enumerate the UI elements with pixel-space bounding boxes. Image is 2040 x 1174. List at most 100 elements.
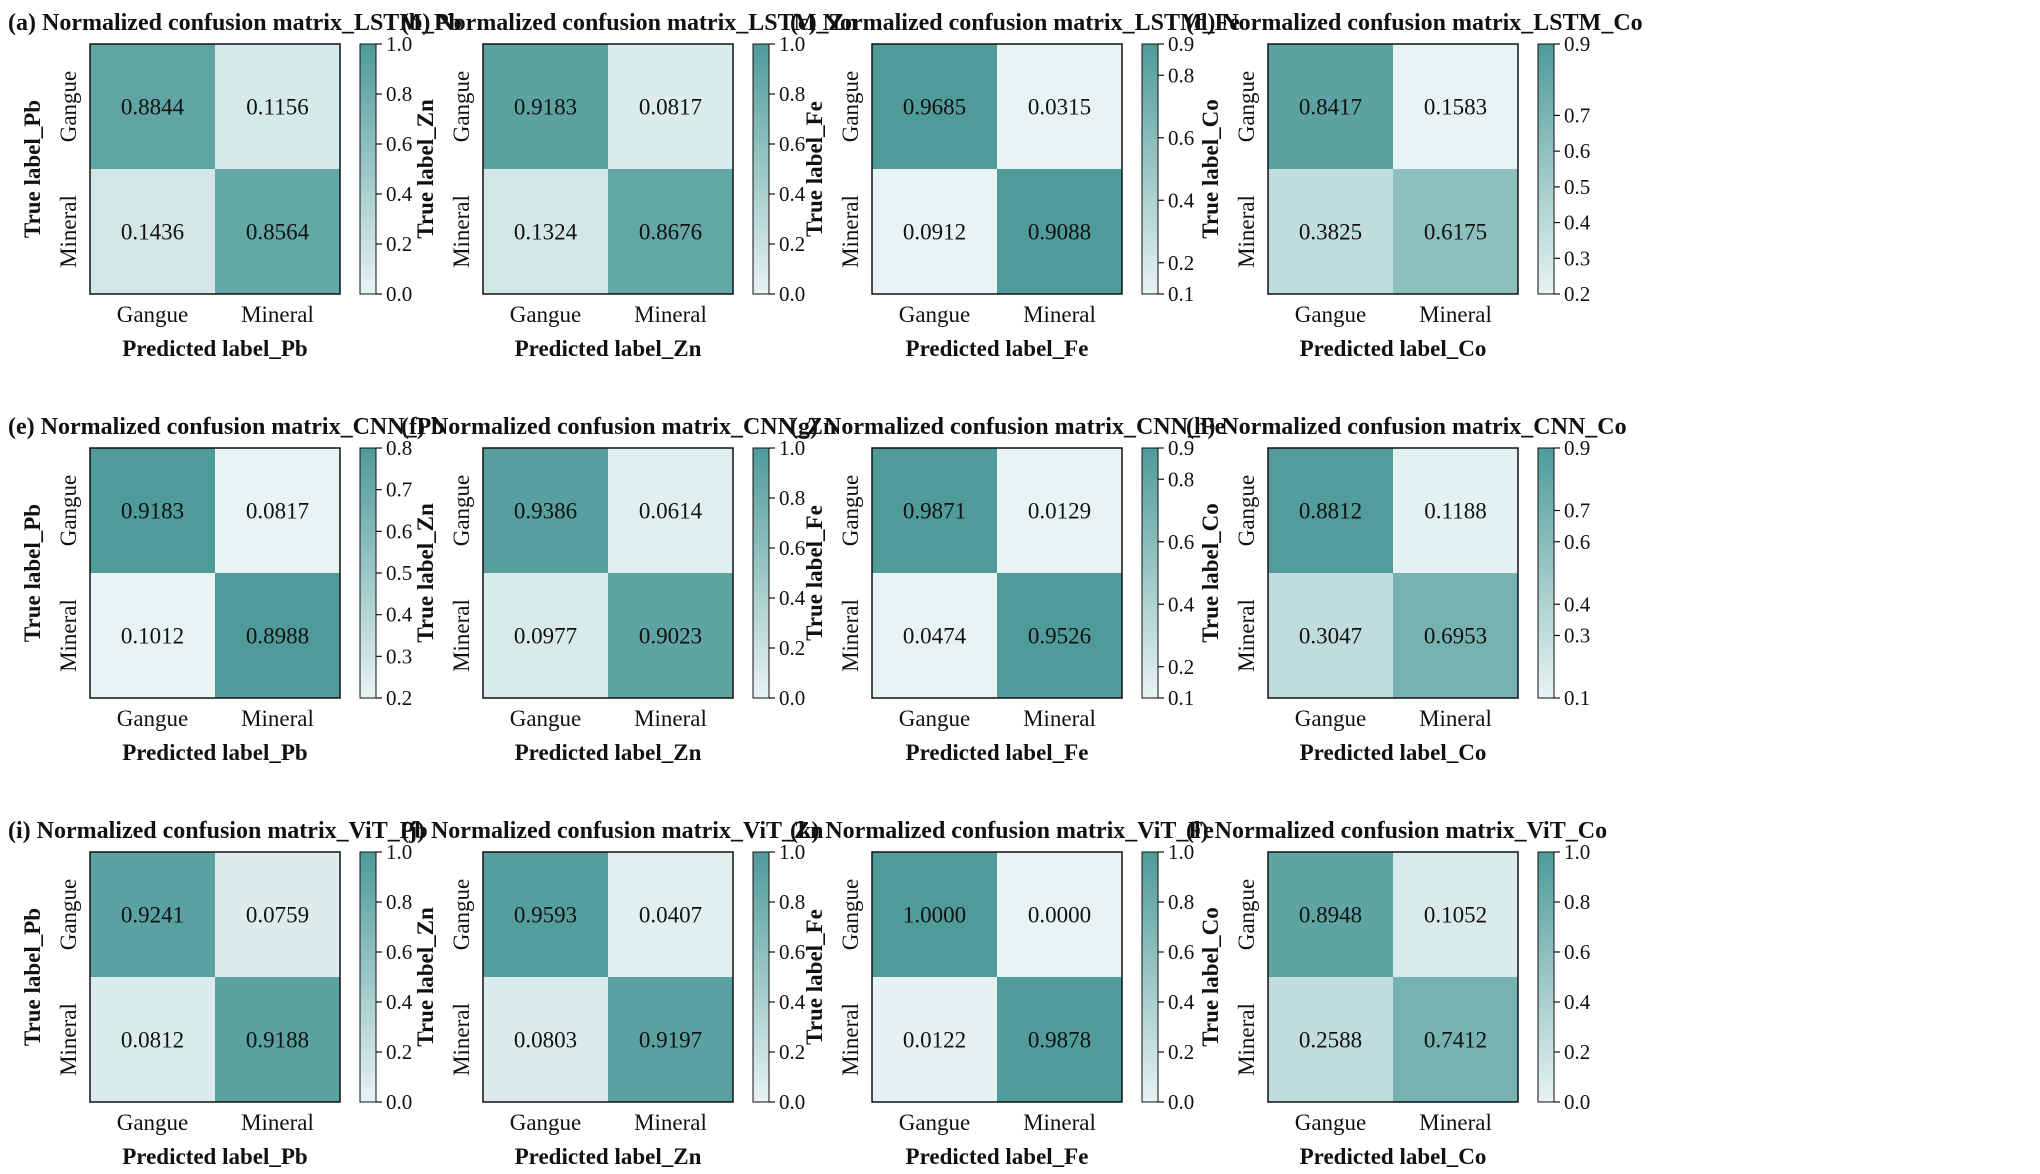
cell-value: 0.0122 bbox=[903, 1028, 966, 1053]
cell-value: 0.8812 bbox=[1299, 499, 1362, 524]
cell-value: 0.9183 bbox=[514, 95, 577, 120]
cell-value: 0.0817 bbox=[639, 95, 702, 120]
colorbar-tick-label: 1.0 bbox=[779, 840, 805, 864]
matrix-cell bbox=[1393, 169, 1518, 294]
matrix-cell bbox=[1393, 852, 1518, 977]
cell-value: 0.9197 bbox=[639, 1028, 702, 1053]
matrix-cell bbox=[608, 852, 733, 977]
colorbar-tick-label: 0.8 bbox=[1168, 63, 1194, 87]
cell-value: 0.9023 bbox=[639, 624, 702, 649]
colorbar-tick-label: 0.4 bbox=[386, 182, 413, 206]
matrix-frame bbox=[1267, 447, 1519, 699]
colorbar bbox=[1141, 447, 1159, 699]
confusion-matrix-panel-c: (c) Normalized confusion matrix_LSTM_Fe0… bbox=[790, 10, 1240, 361]
cell-value: 0.0977 bbox=[514, 624, 577, 649]
y-tick-label: Mineral bbox=[1234, 599, 1259, 672]
colorbar-tick-label: 0.0 bbox=[779, 686, 805, 710]
y-axis-label: True label_Fe bbox=[802, 505, 827, 641]
colorbar bbox=[1141, 851, 1159, 1103]
cell-value: 0.7412 bbox=[1424, 1028, 1487, 1053]
panel-title: (d) Normalized confusion matrix_LSTM_Co bbox=[1186, 10, 1643, 36]
y-axis-label: True label_Zn bbox=[413, 503, 438, 643]
x-axis-label: Predicted label_Co bbox=[1300, 336, 1487, 361]
matrix-frame bbox=[871, 43, 1123, 295]
colorbar-tick-label: 0.8 bbox=[386, 82, 412, 106]
colorbar bbox=[1537, 447, 1555, 699]
y-axis-label: True label_Co bbox=[1198, 503, 1223, 642]
colorbar-tick-label: 0.0 bbox=[1168, 1090, 1194, 1114]
matrix-cell bbox=[215, 44, 340, 169]
colorbar-tick-label: 0.6 bbox=[1168, 940, 1194, 964]
matrix-cell bbox=[215, 169, 340, 294]
matrix-cell bbox=[1268, 852, 1393, 977]
y-tick-label: Mineral bbox=[449, 195, 474, 268]
colorbar-tick-label: 0.9 bbox=[1168, 32, 1194, 56]
colorbar-tick-label: 0.0 bbox=[386, 1090, 412, 1114]
panel-title: (j) Normalized confusion matrix_ViT_Zn bbox=[401, 818, 823, 844]
cell-value: 0.1188 bbox=[1424, 499, 1486, 524]
y-tick-label: Gangue bbox=[1234, 71, 1259, 143]
colorbar bbox=[359, 447, 377, 699]
panel-title: (e) Normalized confusion matrix_CNN_Pb bbox=[8, 414, 445, 440]
matrix-frame bbox=[482, 851, 734, 1103]
matrix-cell bbox=[1393, 44, 1518, 169]
colorbar-tick-label: 0.8 bbox=[386, 890, 412, 914]
y-axis-label: True label_Zn bbox=[413, 907, 438, 1047]
cell-value: 0.8844 bbox=[121, 95, 185, 120]
cell-value: 0.9088 bbox=[1028, 220, 1091, 245]
x-tick-label: Gangue bbox=[117, 1110, 189, 1135]
matrix-cell bbox=[1393, 977, 1518, 1102]
x-tick-label: Gangue bbox=[510, 302, 582, 327]
x-axis-label: Predicted label_Co bbox=[1300, 1144, 1487, 1169]
x-tick-label: Gangue bbox=[899, 1110, 971, 1135]
cell-value: 0.0474 bbox=[903, 624, 967, 649]
confusion-matrix-panel-f: (f) Normalized confusion matrix_CNN_Zn 0.… bbox=[401, 414, 836, 765]
colorbar-tick-label: 1.0 bbox=[1564, 840, 1590, 864]
cell-value: 0.9685 bbox=[903, 95, 966, 120]
colorbar-tick-label: 0.4 bbox=[1564, 990, 1591, 1014]
colorbar-tick-label: 0.2 bbox=[779, 1040, 805, 1064]
matrix-cell bbox=[215, 977, 340, 1102]
matrix-cell bbox=[872, 977, 997, 1102]
matrix-cell bbox=[608, 169, 733, 294]
colorbar-tick-label: 0.1 bbox=[1168, 282, 1194, 306]
matrix-frame bbox=[89, 851, 341, 1103]
colorbar-tick-label: 0.6 bbox=[779, 940, 805, 964]
colorbar-tick-label: 0.9 bbox=[1564, 436, 1590, 460]
y-axis-label: True label_Co bbox=[1198, 907, 1223, 1046]
colorbar-tick-label: 0.9 bbox=[1564, 32, 1590, 56]
matrix-cell bbox=[1393, 573, 1518, 698]
cell-value: 0.8948 bbox=[1299, 903, 1362, 928]
colorbar-tick-label: 0.5 bbox=[386, 561, 412, 585]
colorbar-tick-label: 0.0 bbox=[779, 1090, 805, 1114]
colorbar-tick-label: 0.4 bbox=[386, 990, 413, 1014]
matrix-cell bbox=[608, 573, 733, 698]
x-tick-label: Mineral bbox=[241, 302, 314, 327]
panel-title: (l) Normalized confusion matrix_ViT_Co bbox=[1186, 818, 1607, 844]
colorbar-tick-label: 0.8 bbox=[779, 890, 805, 914]
y-tick-label: Gangue bbox=[1234, 475, 1259, 547]
x-axis-label: Predicted label_Fe bbox=[906, 336, 1089, 361]
cell-value: 0.0315 bbox=[1028, 95, 1091, 120]
cell-value: 0.0812 bbox=[121, 1028, 184, 1053]
y-tick-label: Mineral bbox=[838, 599, 863, 672]
colorbar-tick-label: 0.6 bbox=[779, 536, 805, 560]
cell-value: 0.3047 bbox=[1299, 624, 1362, 649]
colorbar-tick-label: 0.1 bbox=[1168, 686, 1194, 710]
cell-value: 0.0000 bbox=[1028, 903, 1091, 928]
x-tick-label: Gangue bbox=[1295, 1110, 1367, 1135]
colorbar-tick-label: 0.2 bbox=[386, 686, 412, 710]
y-tick-label: Mineral bbox=[449, 1003, 474, 1076]
matrix-cell bbox=[90, 448, 215, 573]
matrix-cell bbox=[997, 573, 1122, 698]
colorbar-tick-label: 1.0 bbox=[386, 32, 412, 56]
y-tick-label: Mineral bbox=[838, 195, 863, 268]
y-tick-label: Gangue bbox=[838, 879, 863, 951]
colorbar-tick-label: 0.6 bbox=[1564, 530, 1590, 554]
colorbar-tick-label: 0.8 bbox=[1564, 890, 1590, 914]
matrix-cell bbox=[483, 573, 608, 698]
colorbar-tick-label: 0.4 bbox=[779, 990, 806, 1014]
y-axis-label: True label_Fe bbox=[802, 909, 827, 1045]
colorbar-tick-label: 0.6 bbox=[1564, 940, 1590, 964]
colorbar-tick-label: 1.0 bbox=[386, 840, 412, 864]
